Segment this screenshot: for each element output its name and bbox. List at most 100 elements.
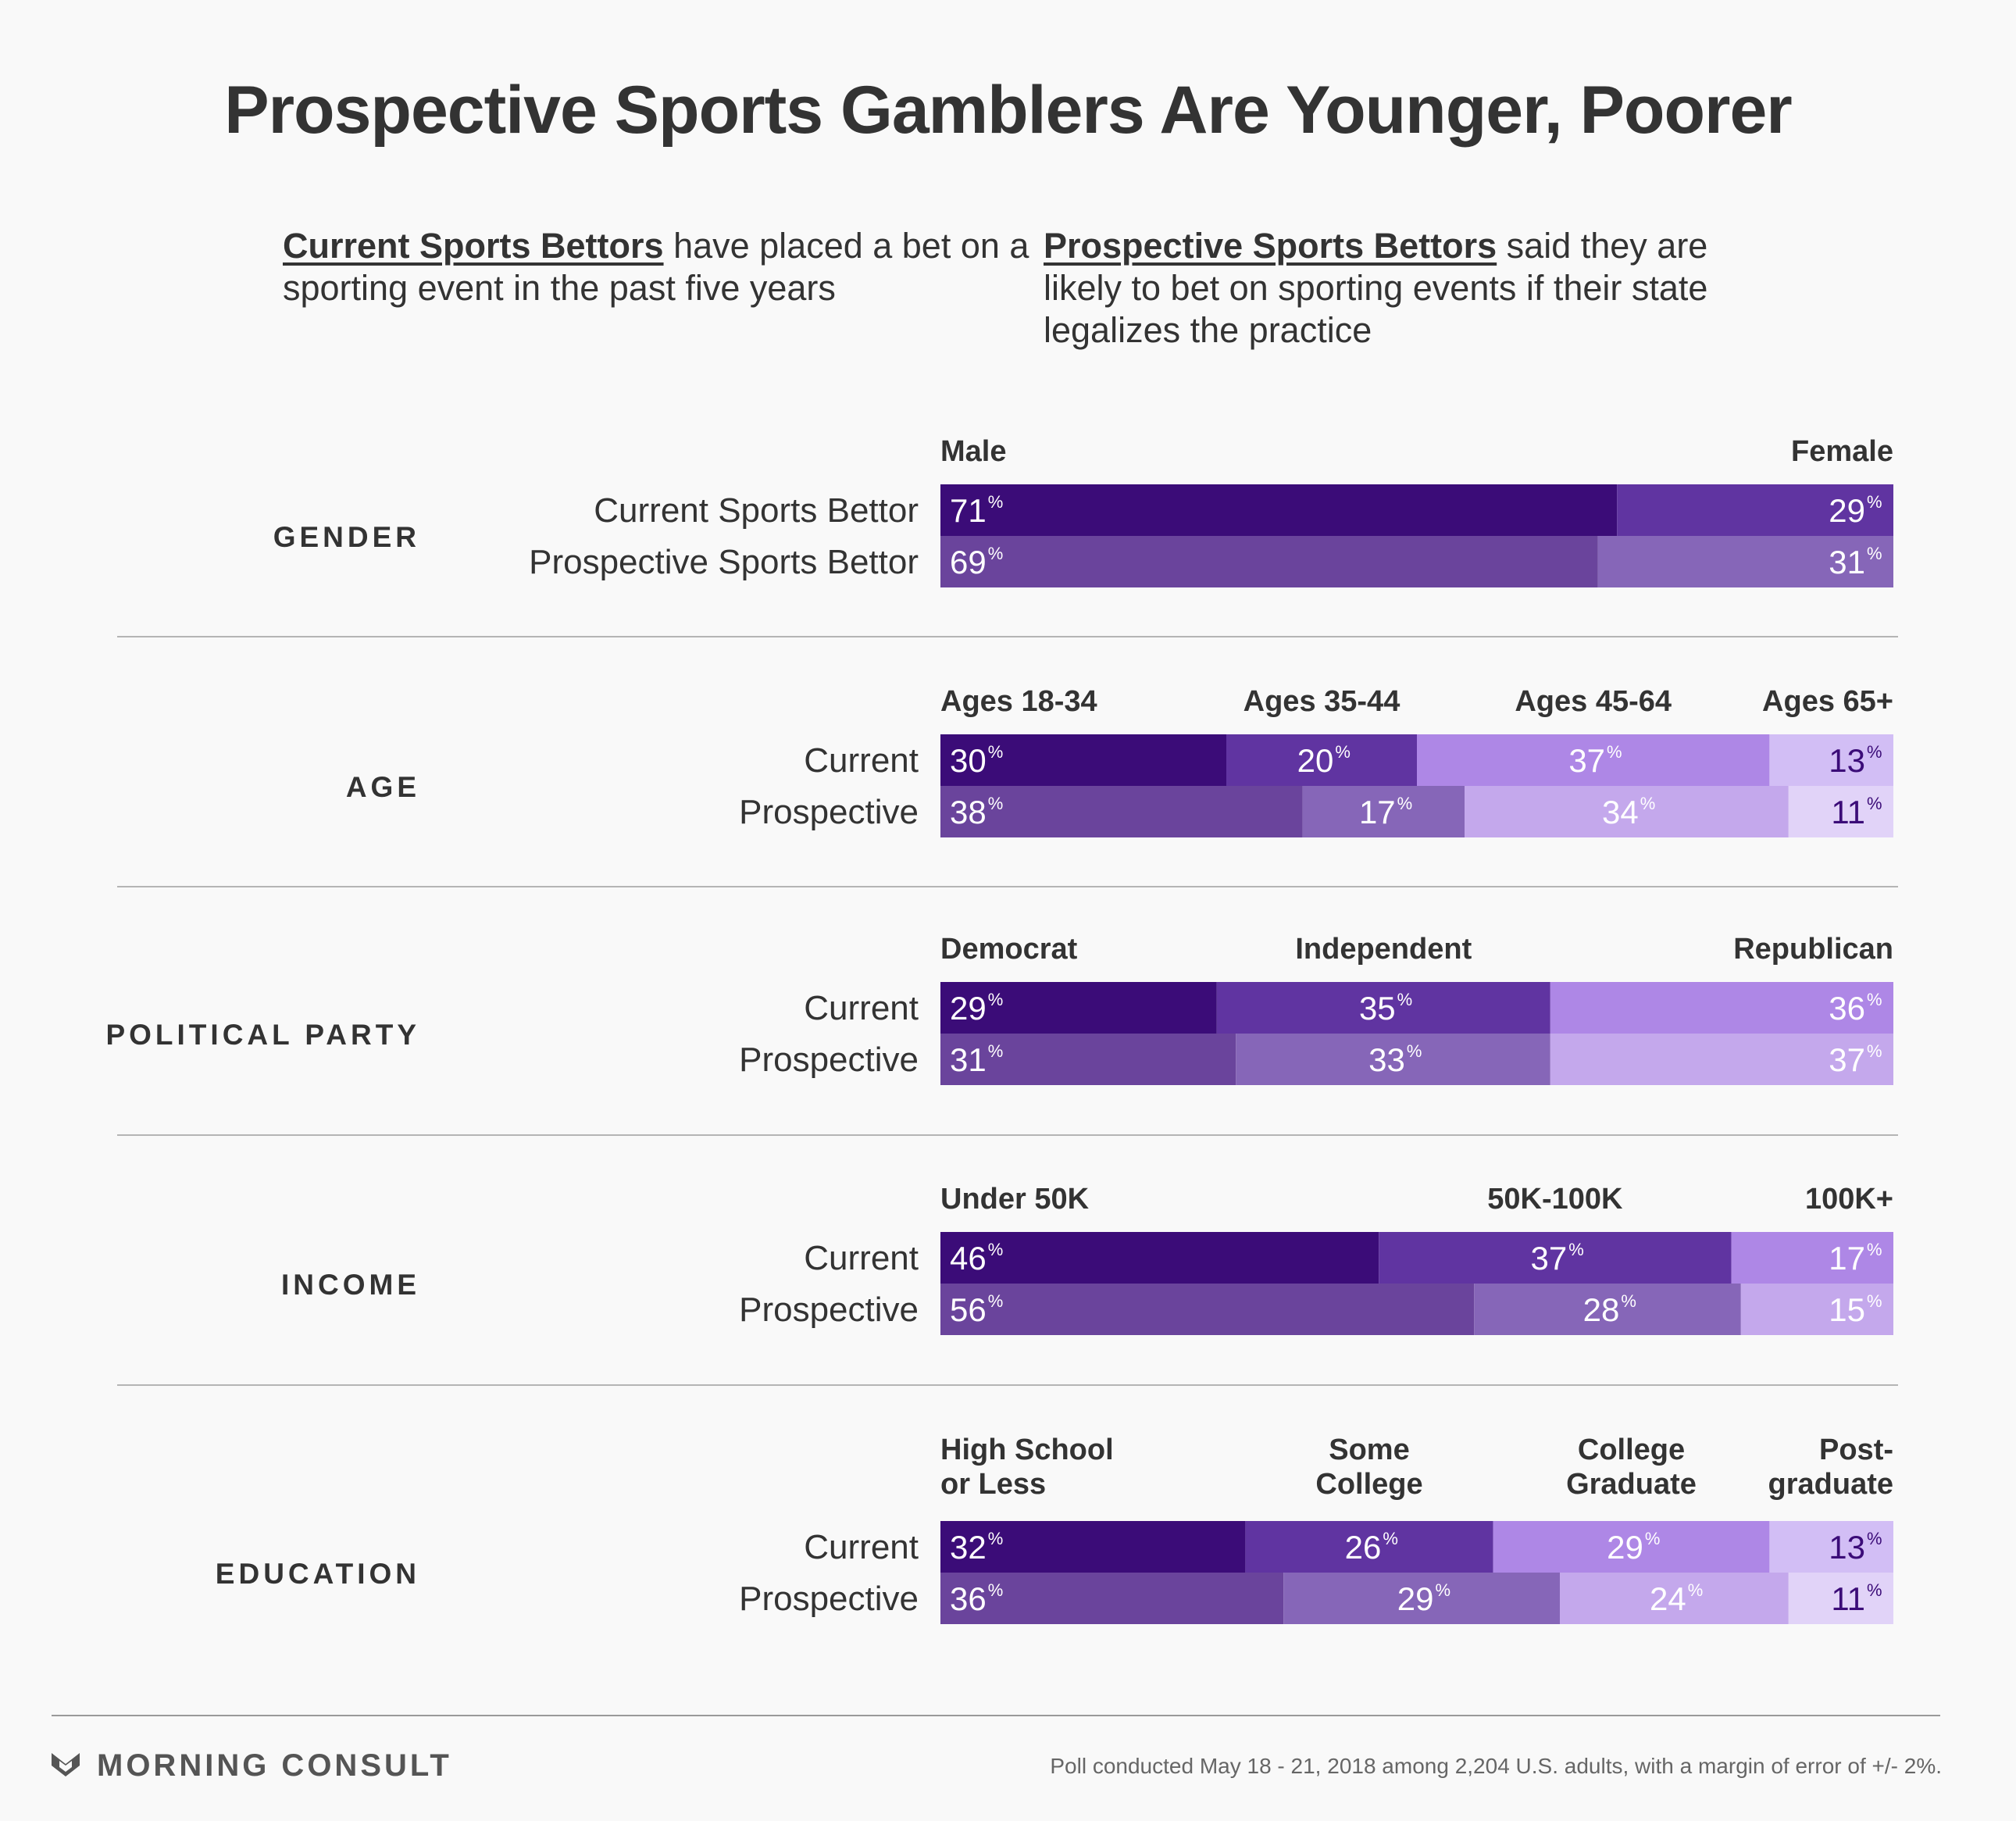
gender-bar-segment (940, 484, 1618, 536)
age-data-label: 17 (1359, 794, 1396, 830)
gender-data-label: 71 (950, 492, 987, 529)
political-party-data-label: 36 (1829, 990, 1865, 1027)
intro-current-term: Current Sports Bettors (283, 226, 664, 266)
political-party-category-label: Independent (1295, 933, 1472, 966)
political-party-bar-segment (1550, 1034, 1893, 1085)
education-bar-segment (940, 1573, 1284, 1624)
political-party-percent-sign: % (1407, 1041, 1422, 1061)
gender-row-label: Current Sports Bettor (594, 491, 919, 530)
stacked-bar-chart: GENDER Male Female Current Sports Bettor 71%… (105, 435, 1898, 1624)
income-bar-segment (1474, 1284, 1741, 1335)
income-data-label: 46 (950, 1240, 987, 1276)
income-percent-sign: % (988, 1291, 1004, 1311)
age-percent-sign: % (1335, 742, 1351, 762)
political-party-bar-segment (1216, 982, 1550, 1034)
education-category-label: graduate (1768, 1468, 1893, 1501)
education-data-label: 36 (950, 1580, 987, 1617)
political-party-data-label: 29 (950, 990, 987, 1027)
gender-percent-sign: % (988, 492, 1004, 512)
education-bar-segment (1769, 1521, 1893, 1573)
age-percent-sign: % (1867, 742, 1882, 762)
income-percent-sign: % (988, 1240, 1004, 1259)
age-bar-segment (940, 734, 1226, 786)
education-percent-sign: % (1867, 1580, 1882, 1600)
political-party-bar-segment (1550, 982, 1893, 1034)
political-party-category-label: Republican (1733, 933, 1893, 966)
education-bar-segment (1283, 1573, 1560, 1624)
gender-data-label: 69 (950, 544, 987, 580)
education-category-label: Post- (1819, 1434, 1893, 1466)
political-party-percent-sign: % (1397, 990, 1413, 1009)
education-percent-sign: % (988, 1580, 1004, 1600)
income-data-label: 56 (950, 1291, 987, 1328)
brand-logo: MORNING CONSULT (50, 1748, 452, 1783)
income-group-label: INCOME (281, 1269, 420, 1301)
footer-divider (52, 1715, 1940, 1716)
education-data-label: 32 (950, 1529, 987, 1566)
age-bar-segment (1465, 786, 1789, 837)
income-bar-segment (940, 1284, 1475, 1335)
education-category-label: or Less (940, 1468, 1046, 1501)
age-bar-segment (1769, 734, 1893, 786)
age-percent-sign: % (1397, 794, 1413, 813)
education-percent-sign: % (1688, 1580, 1704, 1600)
age-category-label: Ages 65+ (1762, 685, 1893, 718)
intro-current-definition: Current Sports Bettors have placed a bet… (283, 225, 1033, 309)
income-bar-segment (1379, 1232, 1732, 1284)
age-data-label: 20 (1297, 742, 1334, 779)
intro-prospective-term: Prospective Sports Bettors (1044, 226, 1497, 266)
political-party-percent-sign: % (1867, 990, 1882, 1009)
gender-category-label: Female (1791, 435, 1893, 468)
income-category-label: 100K+ (1805, 1183, 1893, 1216)
political-party-bar-segment (1236, 1034, 1550, 1085)
age-bar-segment (1788, 786, 1893, 837)
education-data-label: 29 (1607, 1529, 1643, 1566)
age-category-label: Ages 45-64 (1515, 685, 1672, 718)
education-row-label: Prospective (739, 1580, 919, 1618)
education-row-label: Current (804, 1528, 919, 1566)
political-party-percent-sign: % (988, 990, 1004, 1009)
age-bar-segment (1226, 734, 1417, 786)
education-bar-segment (1560, 1573, 1789, 1624)
political-party-data-label: 31 (950, 1041, 987, 1078)
age-row-label: Current (804, 741, 919, 780)
income-percent-sign: % (1568, 1240, 1584, 1259)
income-data-label: 15 (1829, 1291, 1865, 1328)
political-party-data-label: 35 (1359, 990, 1396, 1027)
income-percent-sign: % (1867, 1240, 1882, 1259)
education-category-label: Some (1329, 1434, 1409, 1466)
age-percent-sign: % (988, 742, 1004, 762)
education-percent-sign: % (988, 1529, 1004, 1548)
age-percent-sign: % (1867, 794, 1882, 813)
education-data-label: 24 (1650, 1580, 1686, 1617)
education-bar-segment (940, 1521, 1246, 1573)
education-category-label: High School (940, 1434, 1114, 1466)
education-percent-sign: % (1383, 1529, 1398, 1548)
intro-prospective-text: said they are likely to bet on sporting … (1044, 226, 1708, 350)
income-bar-segment (1731, 1232, 1893, 1284)
age-bar-segment (1302, 786, 1465, 837)
gender-group-label: GENDER (273, 521, 420, 553)
income-bar-segment (940, 1232, 1379, 1284)
gender-row-label: Prospective Sports Bettor (529, 543, 919, 581)
age-bar-segment (1417, 734, 1770, 786)
political-party-data-label: 33 (1368, 1041, 1405, 1078)
morning-consult-chevron-icon (52, 1753, 80, 1776)
education-percent-sign: % (1435, 1580, 1450, 1600)
age-data-label: 30 (950, 742, 987, 779)
income-row-label: Prospective (739, 1291, 919, 1329)
income-data-label: 37 (1531, 1240, 1568, 1276)
gender-category-label: Male (940, 435, 1006, 468)
gender-percent-sign: % (1867, 544, 1882, 563)
gender-data-label: 29 (1829, 492, 1865, 529)
education-group-label: EDUCATION (216, 1558, 420, 1590)
political-party-category-label: Democrat (940, 933, 1078, 966)
education-category-label: College (1315, 1468, 1422, 1501)
income-category-label: 50K-100K (1487, 1183, 1623, 1216)
poll-methodology-note: Poll conducted May 18 - 21, 2018 among 2… (1050, 1754, 1942, 1778)
age-percent-sign: % (988, 794, 1004, 813)
page-title: Prospective Sports Gamblers Are Younger,… (224, 73, 1793, 148)
income-data-label: 17 (1829, 1240, 1865, 1276)
education-category-label: Graduate (1566, 1468, 1697, 1501)
age-data-label: 38 (950, 794, 987, 830)
